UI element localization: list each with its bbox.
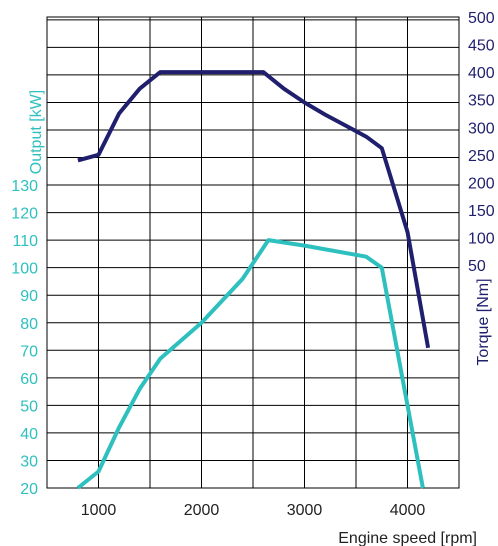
- x-axis-ticks: 1000 2000 3000 4000: [81, 502, 426, 519]
- right-axis-title: Torque [Nm]: [475, 278, 492, 365]
- left-tick-label: 20: [20, 481, 38, 498]
- x-tick-label: 3000: [287, 502, 323, 519]
- right-tick-label: 300: [468, 120, 495, 137]
- left-tick-label: 70: [20, 343, 38, 360]
- left-axis-ticks: 20 30 40 50 60 70 80 90 100 110 120 130: [11, 178, 38, 498]
- right-tick-label: 450: [468, 38, 495, 55]
- left-tick-label: 80: [20, 316, 38, 333]
- left-tick-label: 110: [12, 233, 38, 250]
- right-axis-ticks: 50 100 150 200 250 300 350 400 450 500: [468, 10, 495, 275]
- left-tick-label: 120: [11, 206, 38, 223]
- left-tick-label: 130: [11, 178, 38, 195]
- right-tick-label: 250: [468, 148, 495, 165]
- right-tick-label: 100: [468, 231, 495, 248]
- grid: [46, 16, 460, 489]
- left-tick-label: 40: [20, 426, 38, 443]
- left-tick-label: 90: [20, 288, 38, 305]
- output-series-line: [76, 238, 425, 490]
- x-axis-title: Engine speed [rpm]: [338, 530, 477, 546]
- right-tick-label: 150: [468, 203, 495, 220]
- x-tick-label: 1000: [81, 502, 117, 519]
- left-tick-label: 30: [20, 453, 38, 470]
- x-tick-label: 4000: [390, 502, 426, 519]
- left-tick-label: 100: [11, 261, 38, 278]
- left-tick-label: 50: [20, 398, 38, 415]
- torque-series-line: [77, 70, 431, 349]
- left-axis-title: Output [kW]: [28, 90, 45, 174]
- x-tick-label: 2000: [184, 502, 220, 519]
- left-tick-label: 60: [20, 371, 38, 388]
- right-tick-label: 350: [468, 93, 495, 110]
- right-tick-label: 500: [468, 10, 495, 27]
- series-group: [76, 70, 431, 490]
- right-tick-label: 200: [468, 175, 495, 192]
- right-tick-label: 400: [468, 65, 495, 82]
- right-tick-label: 50: [468, 258, 486, 275]
